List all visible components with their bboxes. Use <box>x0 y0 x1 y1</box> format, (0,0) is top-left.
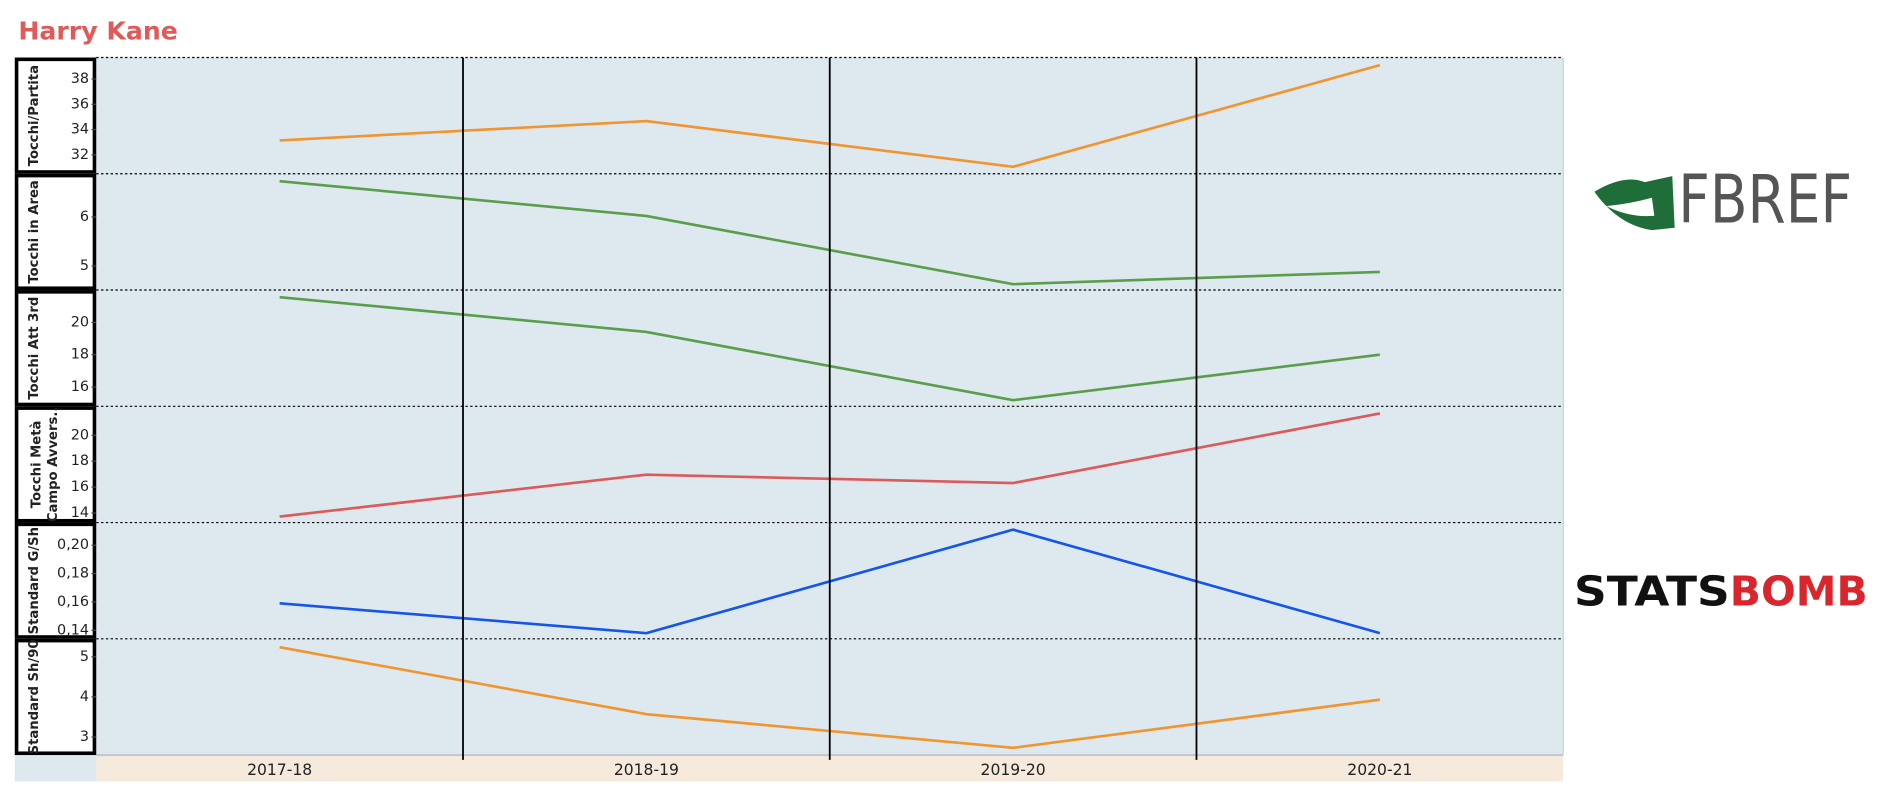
ylabel-box <box>14 57 97 174</box>
statsbomb-text: STATS <box>1574 567 1730 615</box>
statsbomb-text: BOMB <box>1730 567 1868 615</box>
y-tick-label: 20 <box>71 427 89 443</box>
ylabel-box <box>14 522 97 639</box>
fbref-logo: FBREF <box>1594 160 1852 238</box>
fbref-text: FBREF <box>1678 160 1852 238</box>
ylabel-box <box>14 290 97 407</box>
y-tick-label: 14 <box>71 505 89 521</box>
y-tick-label: 5 <box>80 258 89 274</box>
y-tick-label: 16 <box>71 479 89 495</box>
y-axis-label: Campo Avvers.. <box>46 407 61 523</box>
y-tick-label: 3 <box>80 729 89 745</box>
y-axis-label: Tocchi Att 3rd <box>27 297 42 400</box>
chart-title: Harry Kane <box>18 16 177 45</box>
y-tick-label: 20 <box>71 314 89 330</box>
fbref-emblem <box>1594 176 1675 231</box>
y-tick-label: 0,16 <box>57 594 89 610</box>
statsbomb-logo: STATS BOMB <box>1574 567 1868 615</box>
y-tick-label: 38 <box>71 71 89 87</box>
x-tick-label: 2018-19 <box>614 761 679 779</box>
y-tick-label: 16 <box>71 379 89 395</box>
y-tick-label: 0,18 <box>57 566 89 582</box>
y-tick-label: 36 <box>71 96 89 112</box>
y-axis-label: Tocchi in Area <box>27 180 42 283</box>
x-tick-label: 2019-20 <box>981 761 1046 779</box>
x-tick-label: 2017-18 <box>247 761 312 779</box>
y-tick-label: 0,20 <box>57 537 89 553</box>
y-tick-label: 5 <box>80 649 89 665</box>
y-axis-label: Standard Sh/90 <box>27 639 42 754</box>
y-axis-label: Standard G/Sh <box>27 527 42 634</box>
ylabel-box <box>14 173 97 291</box>
y-tick-label: 0,14 <box>57 622 89 638</box>
y-tick-label: 4 <box>80 689 89 705</box>
y-tick-label: 34 <box>71 122 89 138</box>
y-axis-label: Tocchi/Partita <box>27 65 42 166</box>
x-tick-label: 2020-21 <box>1347 761 1412 779</box>
y-tick-label: 32 <box>71 147 89 163</box>
corner <box>14 755 97 782</box>
y-tick-label: 18 <box>71 453 89 469</box>
y-axis-label: Tocchi Metà <box>28 421 44 509</box>
y-tick-label: 6 <box>80 209 89 225</box>
ylabel-box <box>14 406 97 523</box>
y-tick-label: 18 <box>71 347 89 363</box>
